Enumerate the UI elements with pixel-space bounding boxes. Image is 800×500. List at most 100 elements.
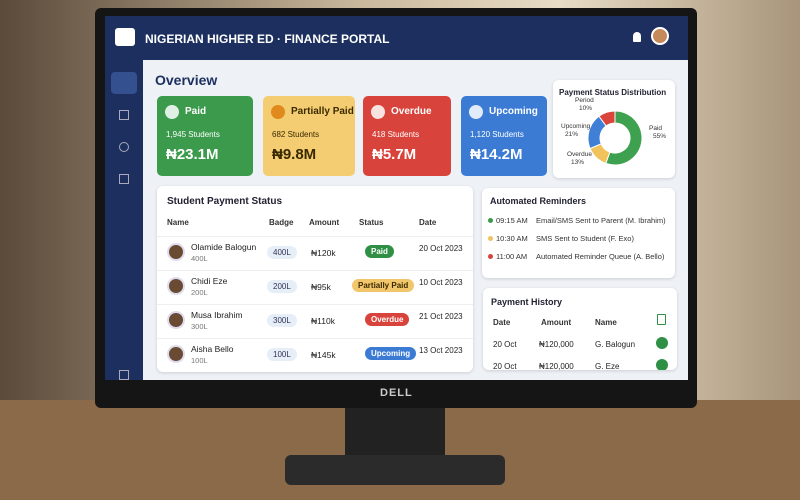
status-card[interactable]: Overdue 418 Students ₦5.7M (363, 96, 451, 176)
reminder-time: 10:30 AM (496, 234, 528, 243)
screen: NIGERIAN HIGHER ED · FINANCE PORTAL Over… (105, 16, 688, 380)
reminder-dot (488, 218, 493, 223)
column-header: Name (167, 218, 189, 227)
student-row[interactable]: Chidi Eze 200L 200L ₦95k Partially Paid 10 Oc… (157, 270, 473, 302)
status-pill: Partially Paid (352, 279, 415, 292)
donut-slice (598, 110, 616, 127)
card-label: Overdue (391, 106, 432, 117)
distribution-panel: Payment Status Distribution Paid 55% Overd… (553, 80, 675, 178)
history-name: G. Eze (595, 362, 620, 370)
nav-calendar[interactable] (119, 110, 129, 120)
date: 13 Oct 2023 (419, 346, 463, 355)
nav-home[interactable] (111, 72, 137, 94)
level-badge: 400L (267, 246, 297, 259)
students-panel: Student Payment Status Name Badge Amount St… (157, 186, 473, 372)
status-card[interactable]: Upcoming 1,120 Students ₦14.2M (461, 96, 547, 176)
student-level: 300L (191, 322, 208, 331)
slice-label: Period (575, 97, 594, 104)
avatar[interactable] (651, 27, 669, 45)
student-name: Olamide Balogun (191, 242, 257, 252)
bell-icon[interactable] (633, 32, 641, 42)
student-level: 400L (191, 254, 208, 263)
slice-value: 21% (565, 131, 578, 138)
card-count: 418 Students (372, 130, 420, 139)
column-header: Status (359, 218, 384, 227)
status-card[interactable]: Partially Paid 682 Students ₦9.8M (263, 96, 355, 176)
amount: ₦95k (311, 282, 331, 292)
receipt-icon[interactable] (656, 359, 668, 370)
slice-value: 10% (579, 105, 592, 112)
slice-label: Overdue (567, 151, 592, 158)
slice-value: 55% (653, 133, 666, 140)
monitor-brand: DELL (380, 387, 413, 399)
history-date: 20 Oct (493, 340, 517, 349)
date: 10 Oct 2023 (419, 278, 463, 287)
history-date: 20 Oct (493, 362, 517, 370)
monitor-stand (345, 400, 445, 460)
card-amount: ₦9.8M (272, 146, 317, 163)
history-header: Name (595, 318, 617, 327)
student-avatar (167, 243, 185, 261)
date: 21 Oct 2023 (419, 312, 463, 321)
status-pill: Overdue (365, 313, 410, 326)
amount: ₦145k (311, 350, 336, 360)
amount: ₦120k (311, 248, 336, 258)
reminder-text: Email/SMS Sent to Parent (M. Ibrahim) (536, 216, 666, 225)
export-icon[interactable] (657, 314, 666, 325)
chart-title: Payment Status Distribution (559, 88, 667, 97)
history-amount: ₦120,000 (539, 362, 574, 370)
card-count: 1,120 Students (470, 130, 524, 139)
reminders-title: Automated Reminders (490, 196, 587, 206)
amount: ₦110k (311, 316, 335, 326)
level-badge: 300L (267, 314, 297, 327)
column-header: Badge (269, 218, 294, 227)
reminders-panel: Automated Reminders 09:15 AM Email/SMS Se… (482, 188, 675, 278)
reminder-time: 11:00 AM (496, 252, 528, 261)
monitor-base (285, 455, 505, 485)
history-name: G. Balogun (595, 340, 636, 349)
donut-slice (605, 110, 643, 166)
history-panel: Payment History Date Amount Name 20 Oct ₦120… (483, 288, 677, 370)
header-bar: NIGERIAN HIGHER ED · FINANCE PORTAL (105, 16, 688, 60)
reminder-dot (488, 236, 493, 241)
student-avatar (167, 277, 185, 295)
nav-logout[interactable] (119, 370, 129, 380)
student-level: 200L (191, 288, 208, 297)
nav-reports[interactable] (119, 174, 129, 184)
history-header: Date (493, 318, 511, 327)
slice-label: Upcoming (561, 123, 591, 130)
student-avatar (167, 311, 185, 329)
card-amount: ₦14.2M (470, 146, 523, 163)
student-name: Aisha Bello (191, 344, 234, 354)
card-label: Upcoming (489, 106, 538, 117)
card-icon (165, 105, 179, 119)
nav-users[interactable] (119, 142, 129, 152)
students-title: Student Payment Status (167, 196, 283, 207)
reminder-dot (488, 254, 493, 259)
column-header: Date (419, 218, 437, 227)
student-name: Musa Ibrahim (191, 310, 243, 320)
level-badge: 200L (267, 280, 297, 293)
logo (115, 28, 135, 46)
receipt-icon[interactable] (656, 337, 668, 349)
student-name: Chidi Eze (191, 276, 228, 286)
student-row[interactable]: Aisha Bello 100L 100L ₦145k Upcoming 13 Oct 2… (157, 338, 473, 370)
student-avatar (167, 345, 185, 363)
student-row[interactable]: Olamide Balogun 400L 400L ₦120k Paid 20 Oct 2… (157, 236, 473, 268)
overview-title: Overview (155, 72, 218, 88)
status-card[interactable]: Paid 1,945 Students ₦23.1M (157, 96, 253, 176)
reminder-time: 09:15 AM (496, 216, 528, 225)
sidebar (105, 60, 143, 380)
card-icon (271, 105, 285, 119)
card-amount: ₦23.1M (166, 146, 219, 163)
history-amount: ₦120,000 (539, 340, 574, 349)
student-row[interactable]: Musa Ibrahim 300L 300L ₦110k Overdue 21 Oct 2… (157, 304, 473, 336)
card-count: 1,945 Students (166, 130, 220, 139)
level-badge: 100L (267, 348, 297, 361)
card-amount: ₦5.7M (372, 146, 417, 163)
history-title: Payment History (491, 297, 563, 307)
slice-value: 13% (571, 159, 584, 166)
header-title: NIGERIAN HIGHER ED · FINANCE PORTAL (145, 32, 390, 46)
card-label: Paid (185, 106, 207, 117)
